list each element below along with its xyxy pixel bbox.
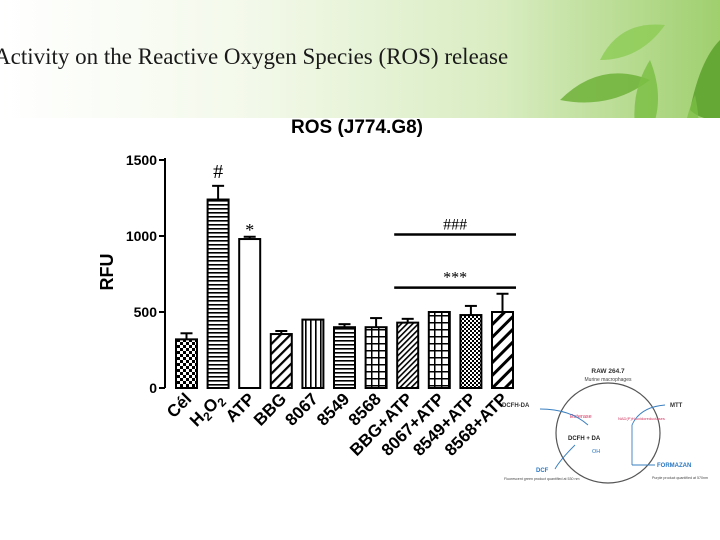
diagram-esterase: Esterase bbox=[570, 414, 592, 420]
significance-marker: *** bbox=[443, 270, 467, 287]
arrow-dcfh-da-icon bbox=[539, 408, 589, 426]
x-tick-label: 8549 bbox=[313, 389, 353, 429]
y-tick-label: 500 bbox=[134, 304, 158, 320]
bar-Cél bbox=[175, 338, 198, 389]
bar-8549 bbox=[333, 326, 356, 390]
diagram-dcf: DCF bbox=[536, 468, 549, 474]
slide-title: Activity on the Reactive Oxygen Species … bbox=[0, 44, 509, 69]
arrow-dcf-icon bbox=[554, 444, 576, 470]
diagram-nadph: NAD(P)H oxidoreductases bbox=[618, 416, 665, 421]
bar-H2O2 bbox=[206, 198, 230, 389]
significance-marker: # bbox=[213, 161, 223, 183]
significance-marker: * bbox=[245, 220, 254, 240]
diagram-mtt: MTT bbox=[670, 403, 683, 409]
bar-8549+ATP bbox=[459, 314, 483, 390]
chart-title: ROS (J774.G8) bbox=[291, 117, 423, 138]
bar-8067 bbox=[301, 318, 325, 390]
y-axis-label: RFU bbox=[97, 254, 117, 291]
diagram-cell-sublabel: Murine macrophages bbox=[585, 377, 632, 383]
diagram-cell-label: RAW 264.7 bbox=[591, 368, 625, 375]
bar-8067+ATP bbox=[427, 311, 451, 389]
bar-8568 bbox=[364, 326, 388, 390]
diagram-dcfh: DCFH + DA bbox=[568, 436, 601, 442]
diagram-formazan: FORMAZAN bbox=[657, 463, 691, 469]
diagram-formazan-note: Purple product quantified at 570nm bbox=[652, 476, 708, 480]
y-tick-label: 0 bbox=[149, 380, 157, 396]
diagram-oh: OH bbox=[592, 449, 600, 455]
x-tick-label: 8067 bbox=[282, 389, 322, 429]
significance-marker: ### bbox=[443, 216, 467, 233]
x-tick-label: BBG bbox=[250, 389, 290, 429]
y-tick-label: 1000 bbox=[126, 228, 157, 244]
assay-diagram: RAW 264.7 Murine macrophages DCFH-DA MTT… bbox=[502, 368, 708, 484]
diagram-dcfh-da: DCFH-DA bbox=[502, 403, 530, 409]
diagram-dcf-note: Fluorescent green product quantified at … bbox=[504, 477, 580, 481]
bar-BBG bbox=[269, 333, 293, 390]
arrow-mtt-icon bbox=[631, 404, 666, 465]
cell-outline bbox=[555, 382, 661, 484]
y-tick-label: 1500 bbox=[126, 152, 157, 168]
bar-BBG+ATP bbox=[396, 321, 420, 390]
bar-ATP bbox=[238, 238, 262, 389]
